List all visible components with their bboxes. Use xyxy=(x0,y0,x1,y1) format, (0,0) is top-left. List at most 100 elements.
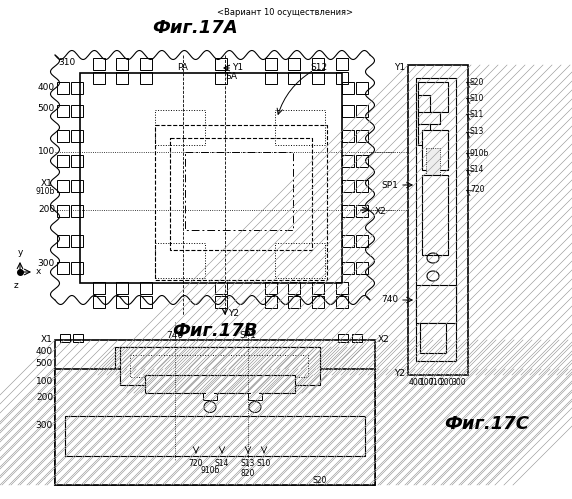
Bar xyxy=(265,282,277,294)
Bar xyxy=(336,296,348,308)
Text: 910b: 910b xyxy=(35,188,55,197)
Text: Фиг.17В: Фиг.17В xyxy=(172,322,258,340)
Bar xyxy=(116,296,128,308)
Bar xyxy=(312,72,324,84)
Bar xyxy=(420,323,446,353)
Text: S10: S10 xyxy=(470,93,484,102)
Text: 310: 310 xyxy=(58,58,76,67)
Text: 400: 400 xyxy=(408,378,423,387)
Bar xyxy=(116,58,128,70)
Bar xyxy=(336,72,348,84)
Bar xyxy=(57,82,69,94)
Bar xyxy=(342,105,354,117)
Bar xyxy=(140,58,152,70)
Text: 500: 500 xyxy=(38,103,55,112)
Bar xyxy=(65,416,365,456)
Text: X1: X1 xyxy=(41,335,53,344)
Bar xyxy=(342,180,354,192)
Bar xyxy=(356,105,368,117)
Bar xyxy=(356,205,368,217)
Bar xyxy=(356,130,368,142)
Bar xyxy=(93,296,105,308)
Bar xyxy=(155,110,205,145)
Text: Y1: Y1 xyxy=(232,63,243,72)
Bar xyxy=(215,72,227,84)
Bar xyxy=(342,235,354,247)
Text: S14: S14 xyxy=(470,166,484,175)
Bar xyxy=(115,347,320,369)
Text: S10: S10 xyxy=(257,459,271,468)
Bar xyxy=(356,155,368,167)
Text: Y2: Y2 xyxy=(394,368,405,378)
Text: 200: 200 xyxy=(440,378,454,387)
Bar xyxy=(55,340,375,485)
Text: S12: S12 xyxy=(310,63,327,72)
Bar xyxy=(170,138,312,250)
Text: Фиг.17С: Фиг.17С xyxy=(444,415,530,433)
Bar xyxy=(265,296,277,308)
Bar xyxy=(288,296,300,308)
Text: 100: 100 xyxy=(38,148,55,157)
Text: Y1: Y1 xyxy=(394,62,405,71)
Bar xyxy=(356,82,368,94)
Bar xyxy=(206,393,214,397)
Bar xyxy=(71,82,83,94)
Bar xyxy=(155,125,327,280)
Bar xyxy=(57,205,69,217)
Bar xyxy=(57,155,69,167)
Bar xyxy=(215,282,227,294)
Bar xyxy=(215,58,227,70)
Text: PA: PA xyxy=(177,63,188,72)
Text: 720: 720 xyxy=(189,459,203,468)
Bar xyxy=(352,334,362,342)
Bar xyxy=(418,95,430,145)
Bar xyxy=(60,334,70,342)
Bar xyxy=(93,58,105,70)
Bar xyxy=(342,130,354,142)
Text: X1: X1 xyxy=(41,179,53,188)
Text: 400: 400 xyxy=(36,347,53,356)
Bar xyxy=(422,175,448,255)
Bar xyxy=(155,243,205,278)
Bar xyxy=(71,155,83,167)
Text: 740: 740 xyxy=(166,331,184,340)
Text: X2: X2 xyxy=(375,208,387,217)
Bar xyxy=(73,334,83,342)
Bar xyxy=(418,112,440,124)
Bar xyxy=(356,180,368,192)
Text: 500: 500 xyxy=(35,359,53,368)
Bar xyxy=(71,180,83,192)
Bar xyxy=(342,82,354,94)
Bar xyxy=(203,393,217,400)
Text: S20: S20 xyxy=(470,77,484,86)
Text: S14: S14 xyxy=(215,459,229,468)
Text: 740: 740 xyxy=(381,295,398,304)
Bar xyxy=(275,243,325,278)
Bar xyxy=(265,58,277,70)
Bar xyxy=(57,105,69,117)
Bar xyxy=(248,393,262,400)
Bar xyxy=(140,296,152,308)
Text: S13: S13 xyxy=(470,128,484,137)
Bar xyxy=(55,369,375,485)
Bar xyxy=(342,155,354,167)
Bar xyxy=(93,282,105,294)
Bar xyxy=(416,285,456,323)
Bar xyxy=(57,235,69,247)
Bar xyxy=(418,82,448,112)
Bar xyxy=(288,58,300,70)
Bar xyxy=(215,296,227,308)
Bar xyxy=(312,58,324,70)
Bar xyxy=(57,262,69,274)
Text: X2: X2 xyxy=(378,335,390,344)
Bar xyxy=(288,72,300,84)
Bar xyxy=(275,110,325,145)
Bar xyxy=(130,355,308,377)
Text: S13: S13 xyxy=(241,459,255,468)
Bar xyxy=(336,58,348,70)
Text: 300: 300 xyxy=(35,421,53,430)
Text: SA: SA xyxy=(225,72,237,81)
Text: SP1: SP1 xyxy=(240,331,256,340)
Bar xyxy=(71,130,83,142)
Text: Y2: Y2 xyxy=(228,308,239,317)
